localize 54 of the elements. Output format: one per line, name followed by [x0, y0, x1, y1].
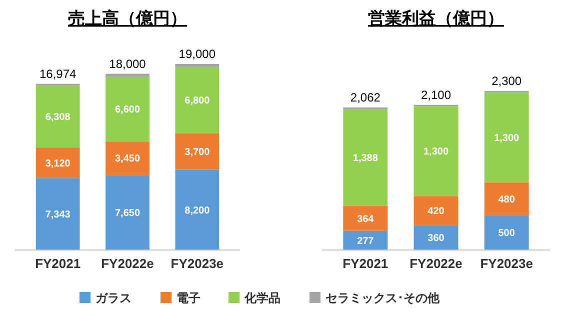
data-label: 7,650	[114, 208, 140, 220]
bar	[175, 64, 220, 67]
x-tick-label: FY2023e	[480, 256, 533, 271]
bar	[414, 106, 458, 196]
legend-label: ガラス	[96, 291, 132, 305]
bar	[343, 206, 388, 231]
total-label: 2,300	[492, 74, 522, 88]
bar	[106, 76, 150, 142]
x-tick-label: FY2021	[342, 256, 388, 271]
data-label: 6,800	[184, 96, 210, 107]
bar	[106, 141, 150, 176]
bar	[36, 148, 80, 178]
legend-label: 化学品	[244, 291, 280, 305]
bar	[175, 66, 220, 134]
data-label: 480	[498, 194, 516, 206]
data-label: 277	[357, 236, 374, 247]
x-tick-label: FY2021	[35, 256, 81, 271]
data-label: 360	[428, 233, 445, 244]
data-label: 6,308	[45, 112, 71, 124]
bar	[36, 86, 80, 148]
x-tick-label: FY2023e	[170, 256, 224, 271]
x-tick-label: FY2022e	[410, 256, 462, 271]
bar	[484, 182, 529, 216]
total-label: 18,000	[109, 56, 146, 71]
bar	[484, 92, 529, 182]
data-label: 3,450	[114, 154, 140, 165]
data-label: 3,700	[184, 147, 210, 158]
bar	[175, 134, 220, 170]
bar	[484, 215, 529, 250]
chart-title: 営業利益（億円）	[368, 9, 504, 28]
data-label: 3,120	[45, 158, 71, 170]
data-label: 7,343	[45, 210, 71, 221]
data-label: 1,300	[494, 132, 520, 144]
data-label: 8,200	[184, 205, 210, 216]
chart-title: 売上高（億円）	[68, 9, 187, 28]
data-label: 420	[428, 206, 445, 218]
bar	[414, 196, 458, 226]
total-label: 19,000	[178, 47, 216, 61]
bar	[414, 225, 458, 250]
x-tick-label: FY2022e	[101, 256, 154, 271]
data-label: 1,388	[352, 153, 378, 164]
data-label: 364	[357, 214, 374, 225]
total-label: 2,100	[420, 88, 452, 102]
data-label: 500	[498, 228, 516, 240]
bar	[106, 175, 150, 250]
bar	[36, 178, 80, 250]
legend-label: 電子	[176, 291, 200, 305]
bar	[175, 170, 220, 250]
total-label: 16,974	[39, 66, 77, 81]
total-label: 2,062	[350, 90, 381, 104]
data-label: 6,600	[114, 104, 140, 116]
legend-label: セラミックス･その他	[326, 291, 440, 305]
bar	[343, 110, 388, 206]
data-label: 1,300	[423, 146, 449, 158]
